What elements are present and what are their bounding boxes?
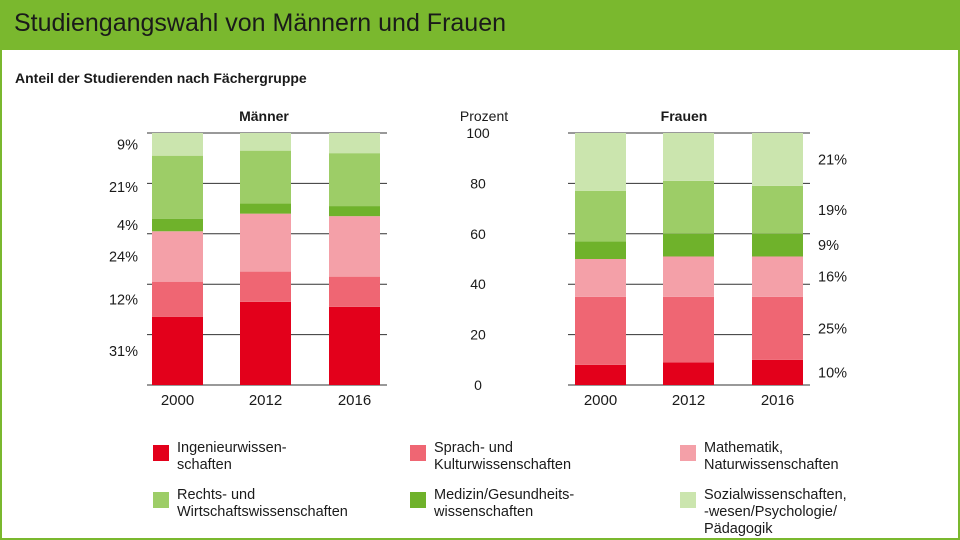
frauen-bar-2016-segment — [752, 256, 803, 297]
frauen-x-tick-label: 2016 — [761, 392, 794, 409]
frauen-bar-2016-segment — [752, 359, 803, 385]
y-tick-label: 100 — [466, 125, 490, 141]
frauen-bar-2000-segment — [575, 364, 626, 385]
mnner-bar-2012-segment — [240, 271, 291, 302]
mnner-x-tick-label: 2016 — [338, 392, 371, 409]
frauen-percentage-annotation: 25% — [818, 321, 847, 337]
frauen-chart-title: Frauen — [661, 108, 708, 124]
y-tick-label: 0 — [474, 377, 482, 393]
mnner-x-tick-label: 2012 — [249, 392, 282, 409]
mnner-bar-2000-segment — [152, 281, 203, 317]
mnner-bar-2012-segment — [240, 203, 291, 214]
y-tick-label: 20 — [470, 327, 486, 343]
frauen-bar-2012-segment — [663, 133, 714, 181]
frauen-bar-2000-segment — [575, 190, 626, 242]
mnner-bar-2000-segment — [152, 231, 203, 282]
frauen-bar-2000-segment — [575, 241, 626, 259]
mnner-bar-2000-segment — [152, 133, 203, 156]
mnner-bar-2016-segment — [329, 206, 380, 217]
frauen-bar-2016-segment — [752, 185, 803, 234]
mnner-bar-2016-segment — [329, 133, 380, 154]
mnner-percentage-annotation: 4% — [117, 218, 138, 234]
mnner-bar-2000-segment — [152, 155, 203, 219]
frauen-bar-2012-segment — [663, 180, 714, 234]
mnner-x-tick-label: 2000 — [161, 392, 194, 409]
frauen-bar-2012-segment — [663, 296, 714, 363]
frauen-x-tick-label: 2000 — [584, 392, 617, 409]
header-bar: Studiengangswahl von Männern und Frauen — [0, 0, 960, 50]
mnner-percentage-annotation: 21% — [109, 180, 138, 196]
y-tick-label: 40 — [470, 276, 486, 292]
frauen-x-tick-label: 2012 — [672, 392, 705, 409]
mnner-percentage-annotation: 24% — [109, 249, 138, 265]
mnner-bar-2000-segment — [152, 316, 203, 385]
frauen-percentage-annotation: 19% — [818, 203, 847, 219]
mnner-bar-2012-segment — [240, 133, 291, 151]
frauen-percentage-annotation: 21% — [818, 152, 847, 168]
frauen-bar-2000-segment — [575, 259, 626, 297]
frauen-bar-2012-segment — [663, 362, 714, 385]
frauen-percentage-annotation: 16% — [818, 270, 847, 286]
mnner-percentage-annotation: 12% — [109, 292, 138, 308]
y-tick-label: 60 — [470, 226, 486, 242]
mnner-bar-2016-segment — [329, 216, 380, 277]
y-axis-title: Prozent — [460, 108, 508, 124]
mnner-bar-2012-segment — [240, 301, 291, 385]
frauen-bar-2016-segment — [752, 133, 803, 186]
chart-subtitle: Anteil der Studierenden nach Fächergrupp… — [15, 70, 307, 86]
mnner-bar-2016-segment — [329, 276, 380, 307]
frauen-percentage-annotation: 9% — [818, 238, 839, 254]
frauen-bar-2012-segment — [663, 233, 714, 257]
y-tick-label: 80 — [470, 175, 486, 191]
frauen-percentage-annotation: 10% — [818, 365, 847, 381]
mnner-bar-2016-segment — [329, 306, 380, 385]
frauen-bar-2016-segment — [752, 233, 803, 257]
frauen-bar-2012-segment — [663, 256, 714, 297]
frauen-bar-2000-segment — [575, 133, 626, 191]
mnner-bar-2000-segment — [152, 218, 203, 232]
mnner-bar-2016-segment — [329, 153, 380, 207]
mnner-bar-2012-segment — [240, 150, 291, 204]
mnner-percentage-annotation: 31% — [109, 344, 138, 360]
mnner-chart-title: Männer — [239, 108, 289, 124]
mnner-bar-2012-segment — [240, 213, 291, 272]
page-title: Studiengangswahl von Männern und Frauen — [14, 9, 507, 37]
mnner-percentage-annotation: 9% — [117, 137, 138, 153]
frauen-bar-2016-segment — [752, 296, 803, 360]
frauen-bar-2000-segment — [575, 296, 626, 365]
